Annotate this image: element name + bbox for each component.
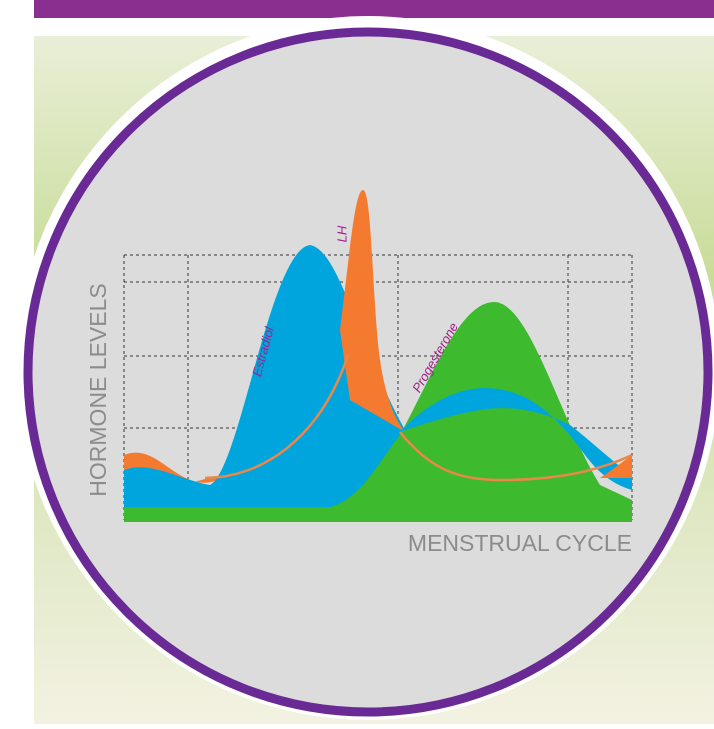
illustration: HORMONE LEVELS MENSTRUAL CYCLE Estradiol… (0, 0, 714, 724)
curve-label: LH (334, 225, 349, 242)
x-axis-label: MENSTRUAL CYCLE (408, 530, 632, 556)
page: {"axes": {"y_label": "HORMONE LEVELS", "… (0, 0, 714, 724)
top-bar (34, 0, 714, 18)
y-axis-label: HORMONE LEVELS (85, 283, 111, 496)
